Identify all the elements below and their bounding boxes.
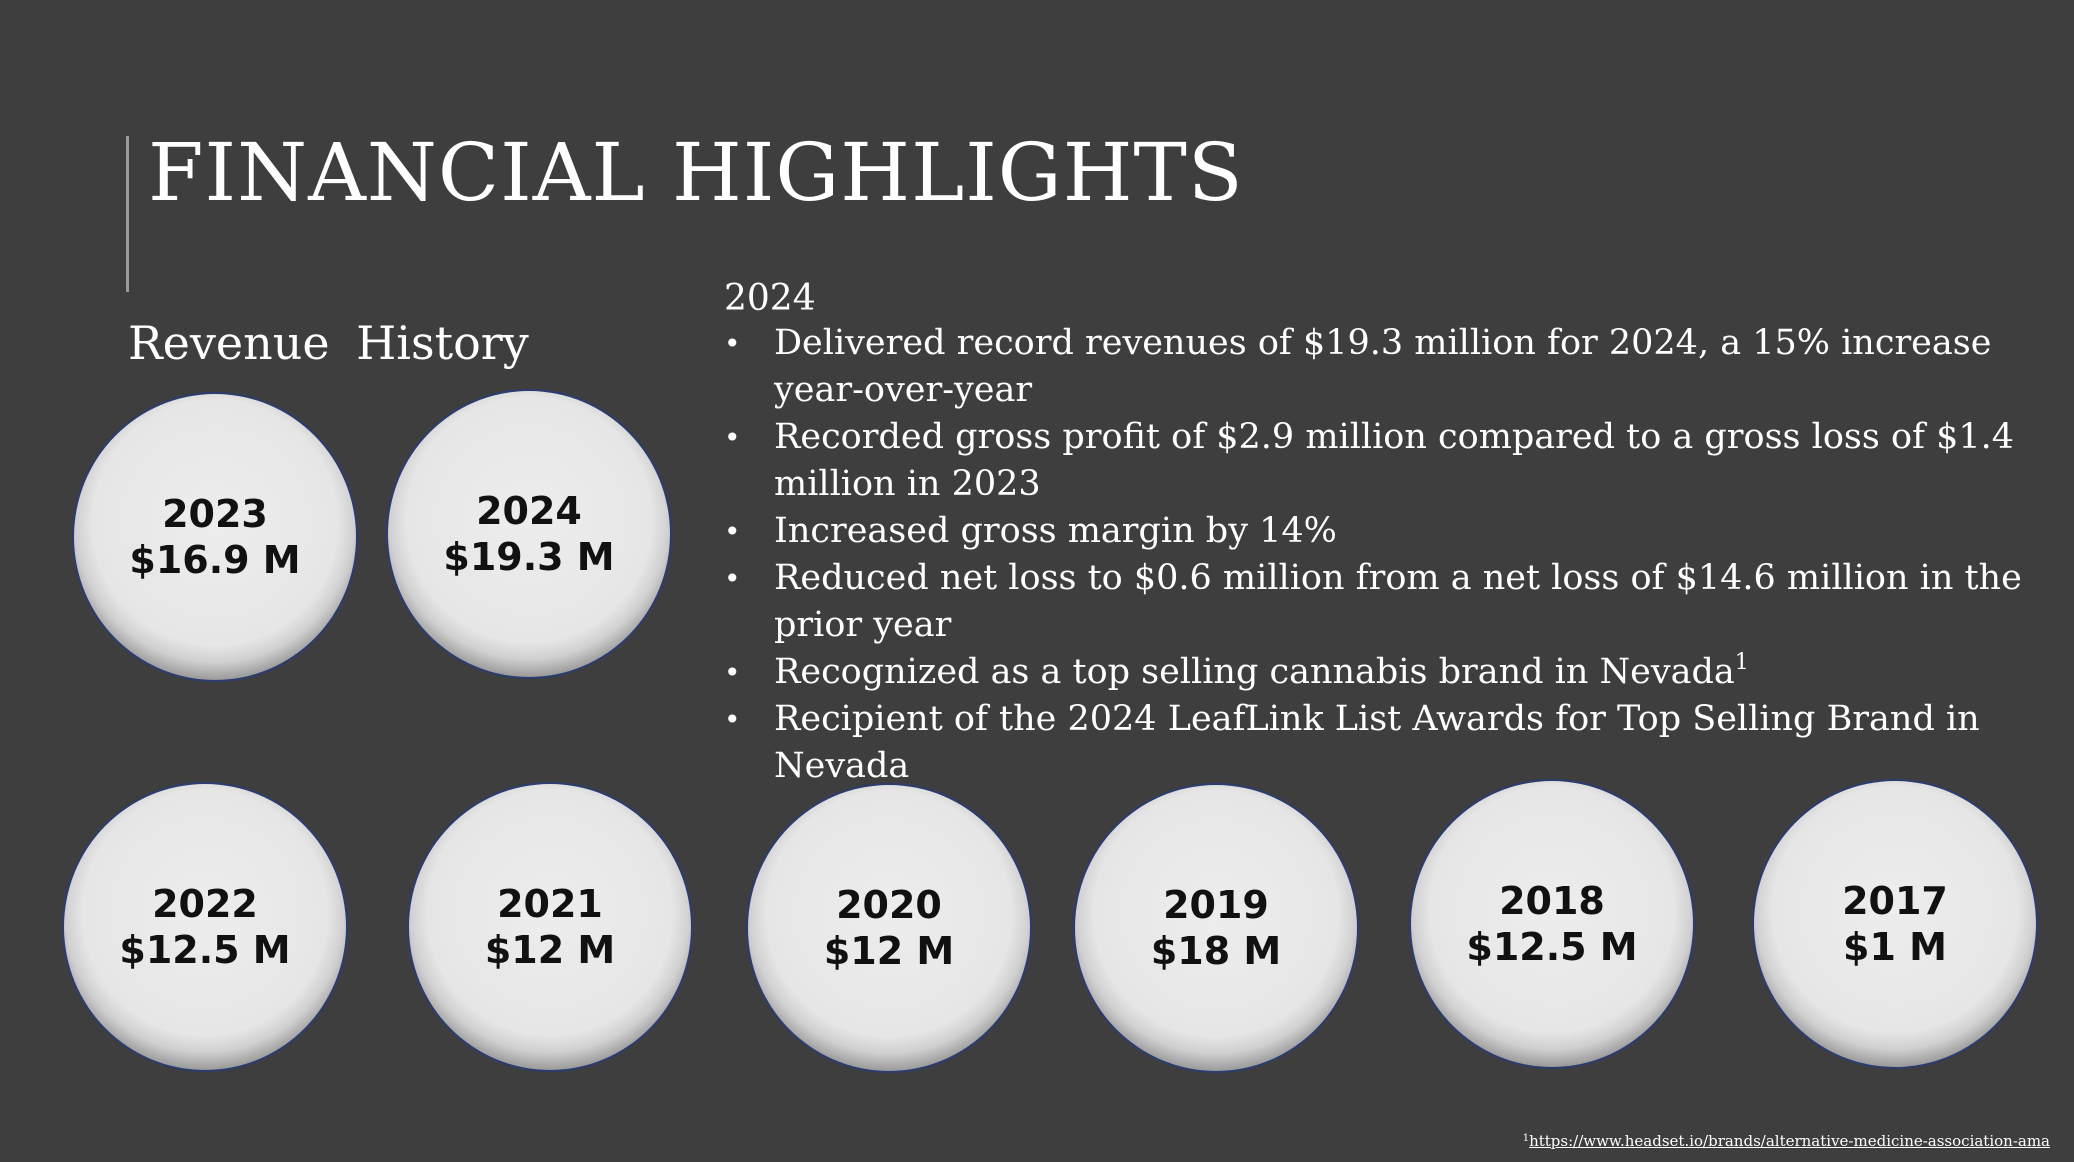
- revenue-year: 2017: [1842, 879, 1948, 923]
- page-title: FINANCIAL HIGHLIGHTS: [148, 126, 1244, 219]
- revenue-circle-2022: 2022 $12.5 M: [62, 782, 348, 1072]
- revenue-circle-2017: 2017 $1 M: [1752, 779, 2038, 1069]
- revenue-year: 2020: [836, 883, 942, 927]
- revenue-circle-2019: 2019 $18 M: [1073, 783, 1359, 1073]
- highlights-list: • Delivered record revenues of $19.3 mill…: [724, 320, 2054, 790]
- highlight-item: • Delivered record revenues of $19.3 mill…: [724, 320, 2054, 414]
- bullet-icon: •: [724, 327, 741, 360]
- footnote-link[interactable]: https://www.headset.io/brands/alternativ…: [1529, 1132, 2050, 1150]
- revenue-circle-2021: 2021 $12 M: [407, 782, 693, 1072]
- highlight-text: Delivered record revenues of $19.3 milli…: [774, 323, 1992, 410]
- revenue-year: 2021: [497, 882, 603, 926]
- revenue-circle-2023: 2023 $16.9 M: [72, 392, 358, 682]
- revenue-amount: $12.5 M: [119, 928, 291, 972]
- revenue-amount: $19.3 M: [443, 535, 615, 579]
- revenue-history-heading: Revenue History: [128, 316, 529, 370]
- revenue-circle-2024: 2024 $19.3 M: [386, 389, 672, 679]
- bullet-icon: •: [724, 656, 741, 689]
- revenue-amount: $12 M: [823, 929, 955, 973]
- highlight-text: Recipient of the 2024 LeafLink List Awar…: [774, 699, 1980, 786]
- bullet-icon: •: [724, 703, 741, 736]
- highlight-text: Increased gross margin by 14%: [774, 511, 1337, 551]
- revenue-amount: $18 M: [1150, 929, 1282, 973]
- highlight-item: • Recorded gross profit of $2.9 million c…: [724, 414, 2054, 508]
- revenue-circle-2018: 2018 $12.5 M: [1409, 779, 1695, 1069]
- bullet-icon: •: [724, 515, 741, 548]
- highlight-item: • Reduced net loss to $0.6 million from a…: [724, 555, 2054, 649]
- revenue-amount: $16.9 M: [129, 538, 301, 582]
- title-accent-bar: [126, 136, 129, 292]
- footnote-marker: 1: [1734, 650, 1749, 675]
- footnote-number: 1: [1522, 1133, 1530, 1144]
- highlight-item: • Recognized as a top selling cannabis br…: [724, 649, 2054, 696]
- highlight-item: • Recipient of the 2024 LeafLink List Awa…: [724, 696, 2054, 790]
- revenue-year: 2022: [152, 882, 258, 926]
- highlight-text: Reduced net loss to $0.6 million from a …: [774, 558, 2022, 645]
- highlights-year-label: 2024: [724, 278, 816, 319]
- revenue-year: 2023: [162, 492, 268, 536]
- highlight-text: Recognized as a top selling cannabis bra…: [774, 652, 1735, 692]
- highlight-text: Recorded gross profit of $2.9 million co…: [774, 417, 2015, 504]
- revenue-amount: $1 M: [1843, 925, 1947, 969]
- revenue-amount: $12.5 M: [1466, 925, 1638, 969]
- bullet-icon: •: [724, 562, 741, 595]
- revenue-year: 2018: [1499, 879, 1605, 923]
- highlight-item: • Increased gross margin by 14%: [724, 508, 2054, 555]
- revenue-amount: $12 M: [484, 928, 616, 972]
- bullet-icon: •: [724, 421, 741, 454]
- revenue-year: 2024: [476, 489, 582, 533]
- revenue-year: 2019: [1163, 883, 1269, 927]
- revenue-circle-2020: 2020 $12 M: [746, 783, 1032, 1073]
- footnote: 1https://www.headset.io/brands/alternati…: [1523, 1132, 2050, 1150]
